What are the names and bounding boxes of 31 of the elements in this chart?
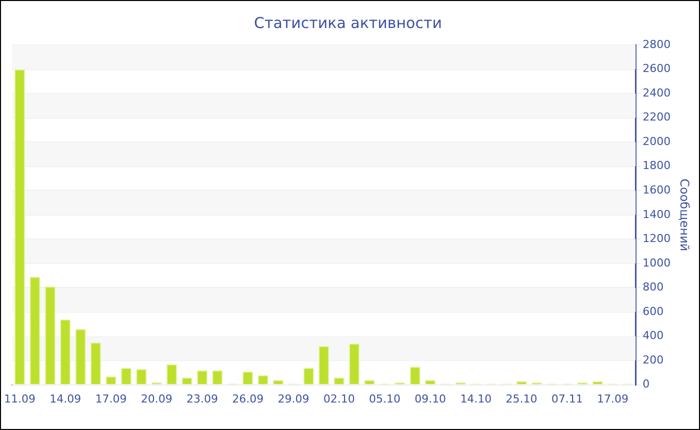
x-tick-label: 25.10 <box>506 392 538 406</box>
x-tick-label: 26.09 <box>232 392 264 406</box>
chart-title: Статистика активности <box>254 14 442 32</box>
y-tick-label: 600 <box>642 304 664 318</box>
y-tick-label: 2800 <box>642 38 671 51</box>
x-tick-label: 07.11 <box>551 392 583 406</box>
y-tick-label: 2400 <box>642 86 671 100</box>
y-tick-label: 400 <box>642 329 664 342</box>
x-tick-label: 29.09 <box>278 392 310 406</box>
x-tick-label: 11.09 <box>4 392 36 406</box>
y-tick-label: 1600 <box>642 183 671 196</box>
y-tick-label: 1200 <box>642 232 671 246</box>
x-tick-label: 14.10 <box>460 392 492 406</box>
y-tick-label: 1800 <box>642 159 671 172</box>
x-tick-label: 09.10 <box>414 392 446 406</box>
y-tick-label: 200 <box>642 353 664 366</box>
x-tick-label: 17.09 <box>95 392 127 406</box>
y-tick-label: 2000 <box>642 134 671 148</box>
y-tick-label: 2200 <box>642 110 671 124</box>
y-tick-label: 1400 <box>642 208 671 221</box>
y-tick-label: 0 <box>642 378 650 391</box>
x-tick-label: 05.10 <box>368 392 400 406</box>
y-tick-label: 2600 <box>642 62 671 76</box>
x-tick-label: 02.10 <box>323 392 355 406</box>
x-tick-label: 14.09 <box>50 392 82 406</box>
y-tick-label: 1000 <box>642 256 671 270</box>
y-tick-label: 800 <box>642 280 664 294</box>
x-tick-label: 23.09 <box>186 392 218 406</box>
y-axis-title: Сообщений <box>678 178 692 252</box>
x-tick-label: 20.09 <box>140 392 172 406</box>
x-tick-label: 17.09 <box>597 392 629 406</box>
